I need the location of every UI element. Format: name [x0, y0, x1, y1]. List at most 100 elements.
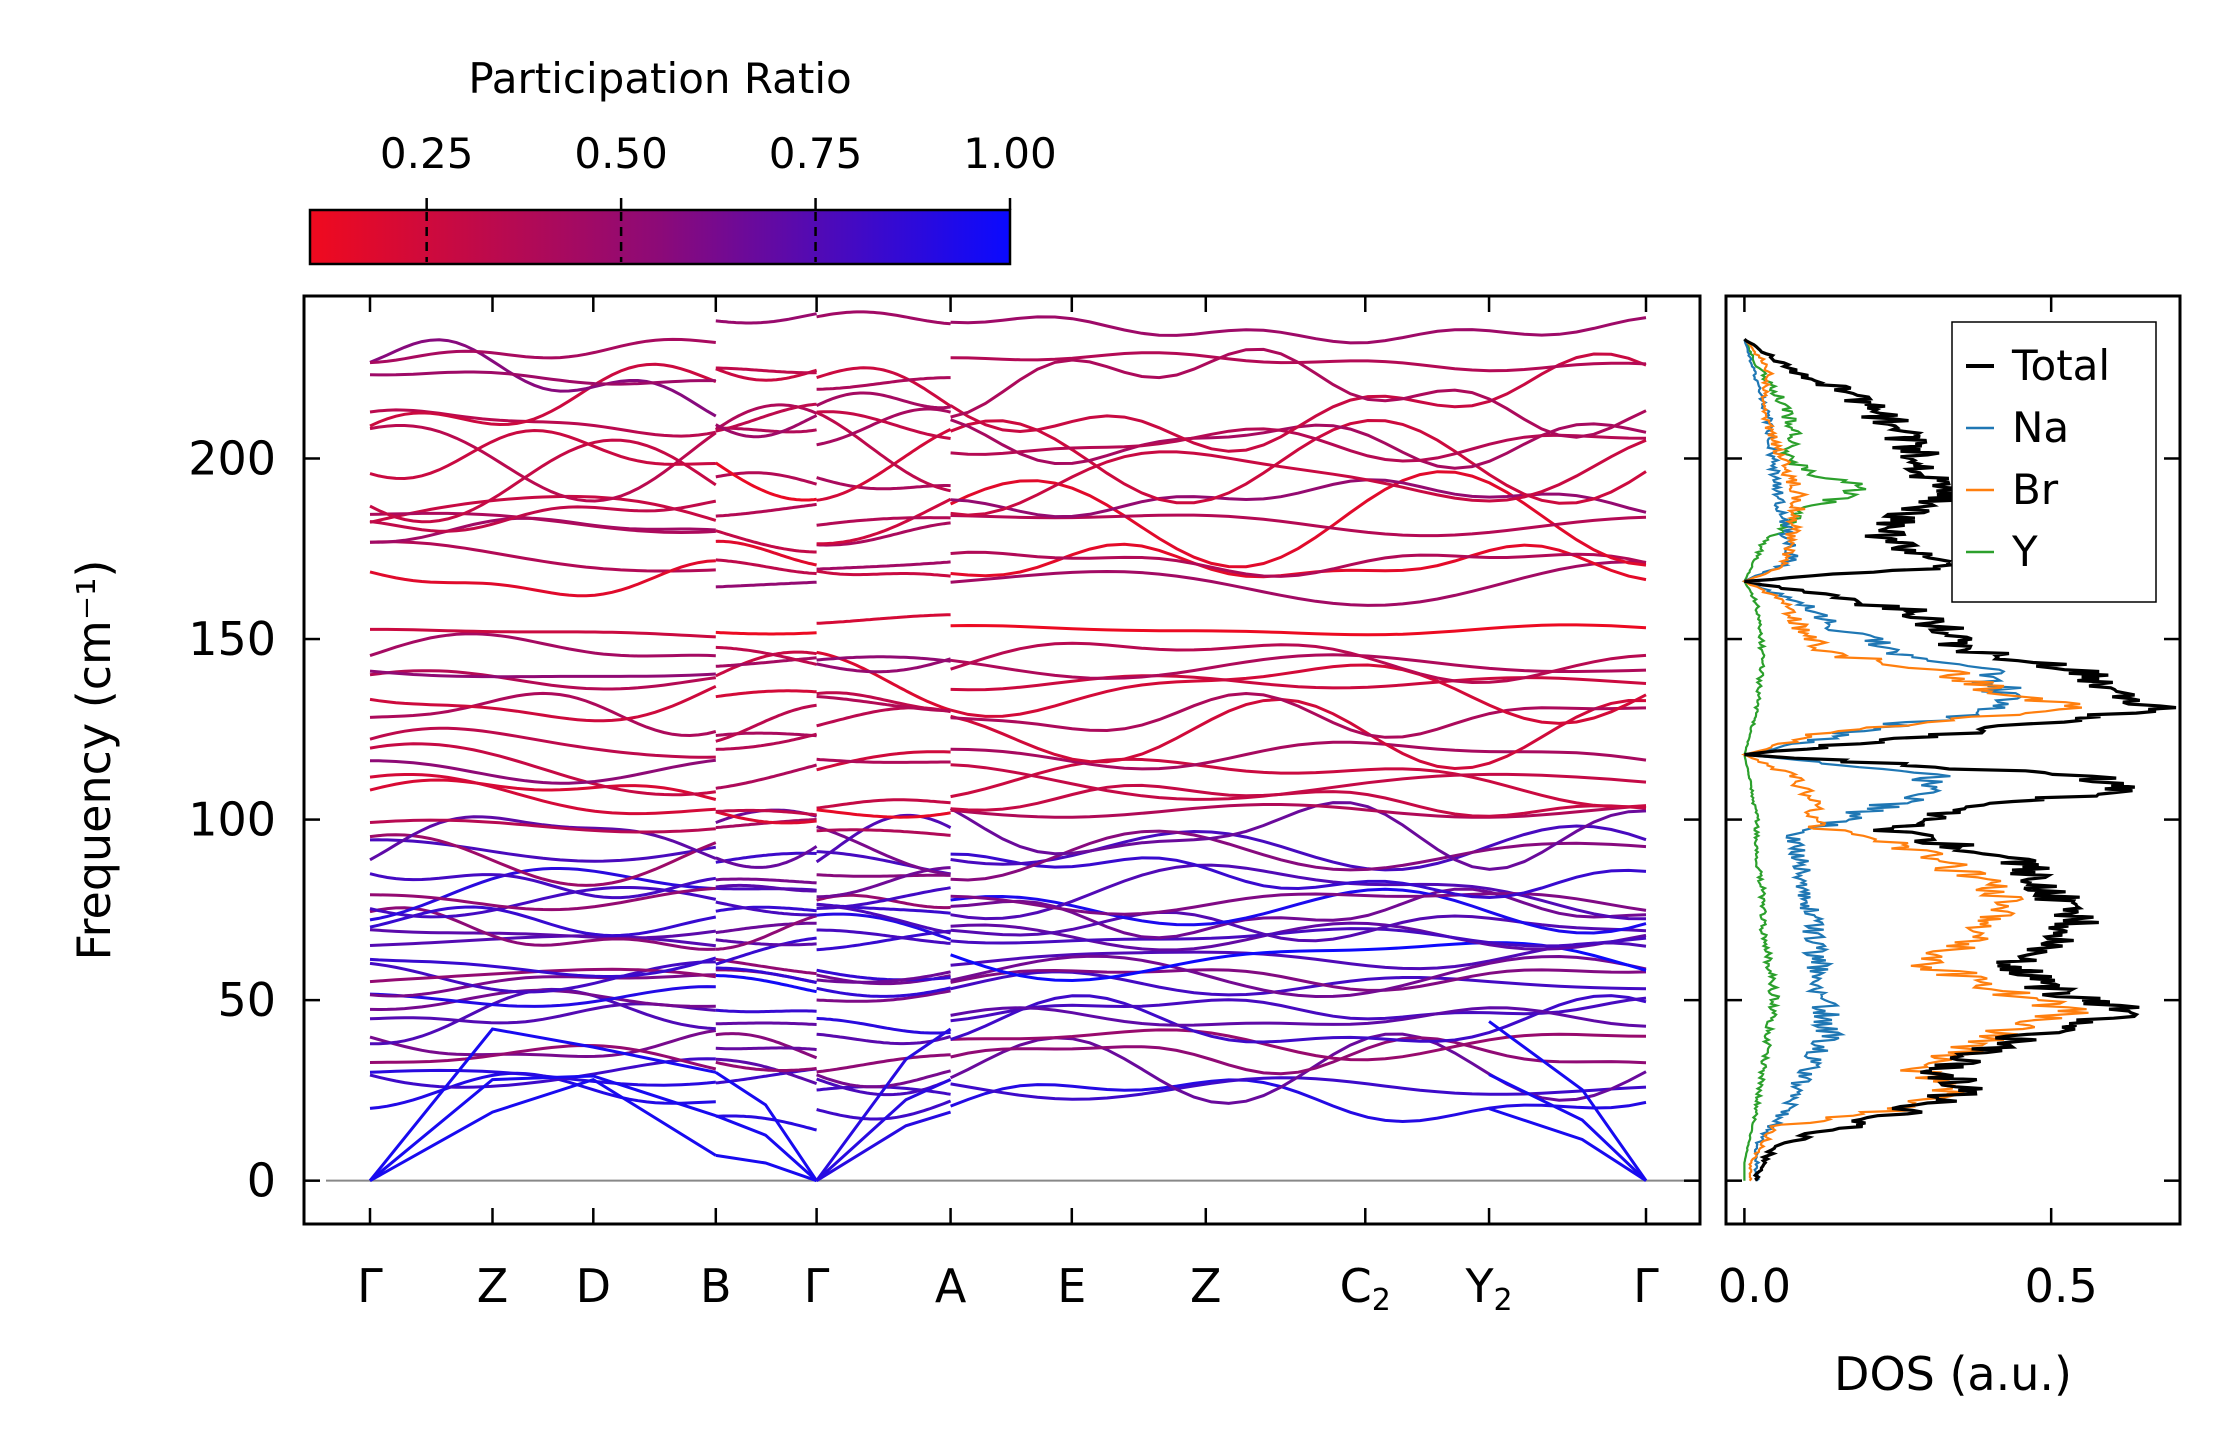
optical-branch — [715, 877, 817, 885]
acoustic-2-branch — [369, 1074, 717, 1182]
y-axis-label: Frequency (cm⁻¹) — [67, 560, 121, 961]
optical-branch — [816, 655, 951, 663]
optical-branch — [369, 886, 716, 912]
optical-branch — [816, 750, 951, 772]
optical-branch — [369, 540, 716, 573]
optical-branch — [950, 1006, 1647, 1028]
dos-series-total — [1743, 338, 2177, 1182]
optical-branch — [715, 938, 817, 947]
optical-branch — [816, 497, 952, 546]
acoustic-2-branch — [1488, 1073, 1648, 1182]
optical-branch — [715, 630, 817, 636]
optical-branch — [715, 312, 817, 325]
high-symmetry-label: Z — [477, 1259, 509, 1313]
y-tick-label: 50 — [217, 973, 276, 1027]
optical-branch — [715, 966, 817, 984]
optical-branch — [369, 337, 716, 365]
colorbar-tick-label: 1.00 — [963, 129, 1057, 178]
acoustic-1-branch — [369, 1077, 717, 1183]
optical-branch — [950, 740, 1647, 771]
optical-branch — [816, 989, 951, 1003]
optical-branch — [715, 1021, 817, 1026]
optical-branch — [950, 824, 1647, 872]
optical-branch — [950, 891, 1647, 916]
optical-branch — [816, 798, 951, 810]
optical-branch — [816, 650, 952, 712]
optical-branch — [369, 438, 717, 524]
optical-branch — [950, 438, 1647, 517]
optical-branch — [715, 808, 817, 817]
optical-branch — [816, 428, 952, 502]
high-symmetry-label: D — [576, 1259, 611, 1313]
acoustic-3-branch — [714, 1071, 818, 1182]
dos-series-y — [1743, 338, 1867, 1181]
optical-branch — [950, 1036, 1647, 1076]
optical-branch — [369, 867, 716, 922]
optical-branch — [950, 803, 1647, 819]
optical-branch — [816, 968, 951, 982]
high-symmetry-label: Γ — [1633, 1259, 1659, 1313]
optical-branch — [816, 310, 951, 326]
dos-plot: 0.0 0.5 DOS (a.u.) Total Na Br Y — [1718, 294, 2182, 1401]
optical-branch — [369, 424, 717, 503]
dos-plot-frame — [1724, 294, 2182, 1226]
optical-branch — [715, 851, 817, 864]
legend-label: Y — [2011, 527, 2038, 576]
optical-branch — [715, 645, 817, 666]
optical-branch — [816, 410, 951, 440]
optical-branch — [370, 627, 716, 639]
optical-branch — [816, 903, 951, 935]
optical-branch — [715, 529, 817, 554]
optical-branch — [369, 818, 716, 834]
optical-branch — [950, 560, 1647, 607]
optical-branch — [369, 726, 716, 759]
optical-branch — [949, 352, 1647, 453]
optical-branch — [715, 1046, 817, 1052]
optical-branch — [950, 674, 1647, 692]
optical-branch — [816, 376, 951, 391]
optical-branch — [715, 900, 817, 917]
optical-branch — [369, 956, 717, 978]
optical-branch — [950, 315, 1647, 345]
optical-branch — [950, 927, 1647, 948]
optical-branch — [369, 362, 717, 428]
optical-branch — [369, 905, 717, 938]
optical-branch — [815, 411, 951, 493]
optical-branch — [715, 732, 817, 751]
optical-branch — [369, 499, 717, 533]
optical-branch — [369, 669, 717, 691]
acoustic-3-branch — [815, 1027, 952, 1182]
optical-branch — [715, 558, 817, 576]
optical-branch — [816, 695, 951, 713]
optical-branch — [950, 513, 1647, 538]
optical-branch — [715, 1057, 818, 1086]
y-tick-label: 200 — [188, 431, 276, 485]
optical-branch — [816, 929, 951, 952]
dos-x-tick-label: 0.0 — [1718, 1259, 1791, 1313]
optical-branch — [816, 1016, 951, 1035]
optical-branch — [715, 366, 817, 375]
optical-branch — [715, 703, 817, 743]
optical-branch — [950, 697, 1647, 771]
acoustic-1-branch — [715, 1153, 818, 1183]
optical-branch — [950, 623, 1647, 637]
optical-branch — [715, 1008, 817, 1014]
optical-branch — [816, 873, 951, 878]
dos-series-br — [1741, 338, 2089, 1182]
optical-branch — [369, 559, 716, 598]
optical-branch — [816, 569, 951, 578]
acoustic-2-branch — [815, 1078, 952, 1182]
optical-branch — [369, 928, 717, 940]
optical-branch — [369, 815, 717, 862]
high-symmetry-label: B — [700, 1259, 732, 1313]
optical-branch — [816, 1099, 952, 1121]
dos-x-axis-label: DOS (a.u.) — [1834, 1347, 2072, 1401]
optical-branch — [816, 521, 951, 547]
dos-legend: Total Na Br Y — [1951, 321, 2157, 603]
optical-branch — [950, 1076, 1647, 1101]
high-symmetry-label: Y2 — [1464, 1259, 1512, 1318]
optical-branch — [715, 1060, 817, 1072]
legend-label: Br — [2012, 465, 2059, 514]
dos-x-tick-label: 0.5 — [2025, 1259, 2098, 1313]
optical-branch — [369, 1029, 717, 1059]
